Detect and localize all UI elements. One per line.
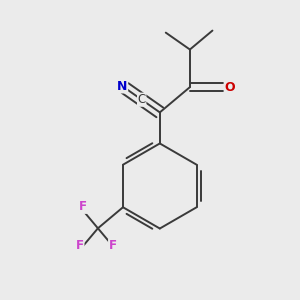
- Text: C: C: [138, 93, 146, 106]
- Text: F: F: [79, 200, 87, 213]
- Text: O: O: [224, 81, 235, 94]
- Text: F: F: [109, 239, 117, 252]
- Text: N: N: [117, 80, 128, 93]
- Text: F: F: [76, 239, 84, 252]
